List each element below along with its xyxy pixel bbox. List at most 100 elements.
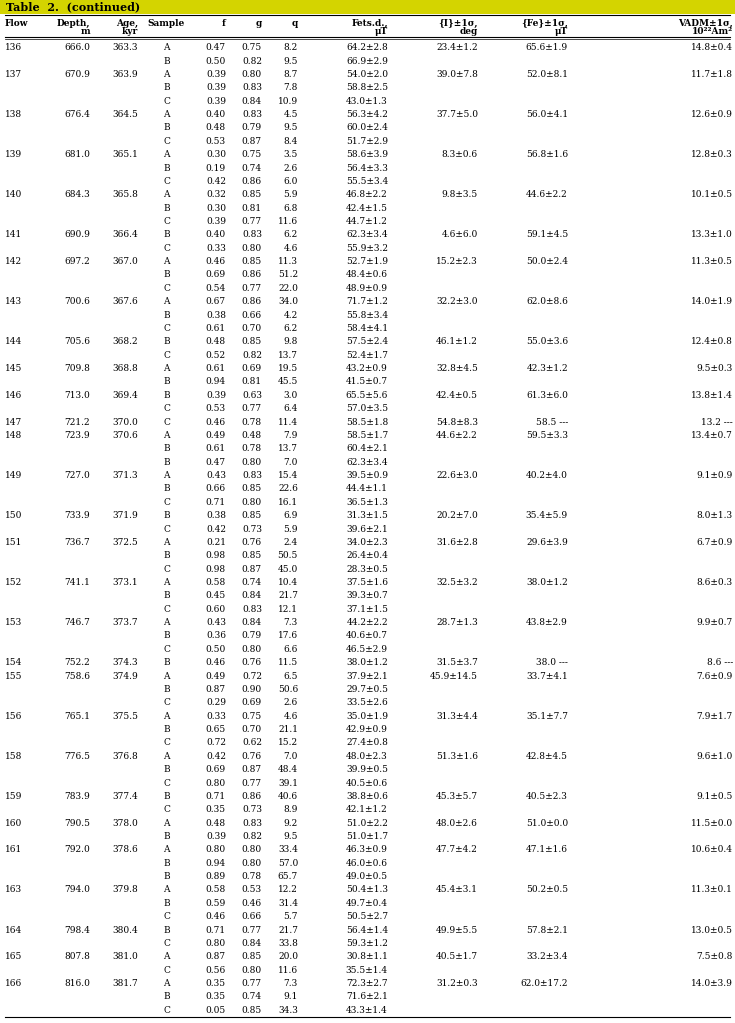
Text: 374.9: 374.9 [112,671,138,680]
Text: 370.6: 370.6 [112,431,138,440]
Text: 56.8±1.6: 56.8±1.6 [526,150,568,160]
Text: 0.58: 0.58 [206,578,226,587]
Text: 381.7: 381.7 [112,979,138,988]
Text: 7.0: 7.0 [284,752,298,761]
Text: 161: 161 [5,845,22,854]
Text: 0.86: 0.86 [242,177,262,186]
Text: Table  2.  (continued): Table 2. (continued) [6,1,140,12]
Text: A: A [163,818,170,828]
Text: 0.66: 0.66 [242,913,262,922]
Text: 816.0: 816.0 [64,979,90,988]
Text: C: C [163,644,170,654]
Text: 54.8±8.3: 54.8±8.3 [436,417,478,427]
Text: A: A [163,752,170,761]
Text: 13.8±1.4: 13.8±1.4 [691,391,733,400]
Text: 0.33: 0.33 [206,243,226,253]
Text: 43.2±0.9: 43.2±0.9 [346,364,388,373]
Text: B: B [163,512,170,520]
Text: 0.80: 0.80 [242,966,262,975]
Text: 22.6±3.0: 22.6±3.0 [437,471,478,480]
Text: 0.61: 0.61 [206,324,226,332]
Text: 790.5: 790.5 [64,818,90,828]
Text: A: A [163,979,170,988]
Text: 28.3±0.5: 28.3±0.5 [346,565,388,574]
Text: 16.1: 16.1 [278,498,298,506]
Text: 34.0±2.3: 34.0±2.3 [346,538,388,547]
Text: 0.71: 0.71 [206,926,226,935]
Text: 0.70: 0.70 [242,324,262,332]
Text: 373.1: 373.1 [112,578,138,587]
Text: A: A [163,952,170,962]
Text: 0.83: 0.83 [242,83,262,92]
Text: 136: 136 [5,43,22,52]
Text: 0.39: 0.39 [206,217,226,226]
Text: m: m [80,27,90,36]
Text: 0.83: 0.83 [242,605,262,614]
Text: B: B [163,204,170,213]
Text: 0.39: 0.39 [206,832,226,841]
Text: 0.85: 0.85 [242,338,262,347]
Text: 38.0 ---: 38.0 --- [536,658,568,667]
Text: 0.50: 0.50 [206,56,226,65]
Text: 31.3±4.4: 31.3±4.4 [437,712,478,720]
Text: 45.0: 45.0 [278,565,298,574]
Text: 38.8±0.6: 38.8±0.6 [346,792,388,801]
Text: 39.9±0.5: 39.9±0.5 [346,765,388,774]
Text: 378.6: 378.6 [112,845,138,854]
Text: 752.2: 752.2 [64,658,90,667]
Text: Age,: Age, [116,19,138,28]
Text: 6.9: 6.9 [284,512,298,520]
Text: 0.80: 0.80 [206,779,226,788]
Text: 0.56: 0.56 [206,966,226,975]
Text: 0.59: 0.59 [206,899,226,907]
Text: 10.1±0.5: 10.1±0.5 [691,190,733,199]
Text: 46.0±0.6: 46.0±0.6 [346,858,388,868]
Text: 56.0±4.1: 56.0±4.1 [526,110,568,119]
Text: 52.0±8.1: 52.0±8.1 [526,70,568,79]
Text: B: B [163,725,170,735]
Text: 49.9±5.5: 49.9±5.5 [436,926,478,935]
Text: 48.9±0.9: 48.9±0.9 [346,283,388,293]
Text: 11.3±0.5: 11.3±0.5 [691,257,733,266]
Text: 43.8±2.9: 43.8±2.9 [526,618,568,627]
Text: B: B [163,124,170,132]
Text: 0.84: 0.84 [242,939,262,948]
Text: 55.9±3.2: 55.9±3.2 [346,243,388,253]
Text: {I}±1σ,: {I}±1σ, [439,19,478,28]
Text: 44.7±1.2: 44.7±1.2 [346,217,388,226]
Text: 369.4: 369.4 [112,391,138,400]
Text: 0.78: 0.78 [242,444,262,453]
Text: 143: 143 [5,298,22,306]
Text: 783.9: 783.9 [64,792,90,801]
Text: 37.7±5.0: 37.7±5.0 [436,110,478,119]
Text: 27.4±0.8: 27.4±0.8 [346,739,388,748]
Text: 0.21: 0.21 [206,538,226,547]
Text: 23.4±1.2: 23.4±1.2 [437,43,478,52]
Text: 9.1: 9.1 [284,992,298,1002]
Text: 0.71: 0.71 [206,498,226,506]
Text: 51.0±1.7: 51.0±1.7 [346,832,388,841]
Text: 13.0±0.5: 13.0±0.5 [691,926,733,935]
Text: 736.7: 736.7 [64,538,90,547]
Text: 66.9±2.9: 66.9±2.9 [346,56,388,65]
Text: 34.0: 34.0 [278,298,298,306]
Text: 0.46: 0.46 [206,913,226,922]
Text: B: B [163,164,170,173]
Text: 61.3±6.0: 61.3±6.0 [526,391,568,400]
Text: 0.63: 0.63 [242,391,262,400]
Text: 0.84: 0.84 [242,96,262,105]
Text: 0.80: 0.80 [242,858,262,868]
Text: 39.6±2.1: 39.6±2.1 [346,525,388,534]
Text: 11.7±1.8: 11.7±1.8 [691,70,733,79]
Text: 12.2: 12.2 [278,886,298,894]
Text: 15.2±2.3: 15.2±2.3 [437,257,478,266]
Text: A: A [163,70,170,79]
Text: 0.49: 0.49 [206,431,226,440]
Text: 22.6: 22.6 [278,485,298,493]
Text: 8.0±1.3: 8.0±1.3 [697,512,733,520]
Text: 9.1±0.5: 9.1±0.5 [697,792,733,801]
Text: B: B [163,792,170,801]
Text: 676.4: 676.4 [64,110,90,119]
Text: 7.3: 7.3 [284,618,298,627]
Text: 0.46: 0.46 [206,658,226,667]
